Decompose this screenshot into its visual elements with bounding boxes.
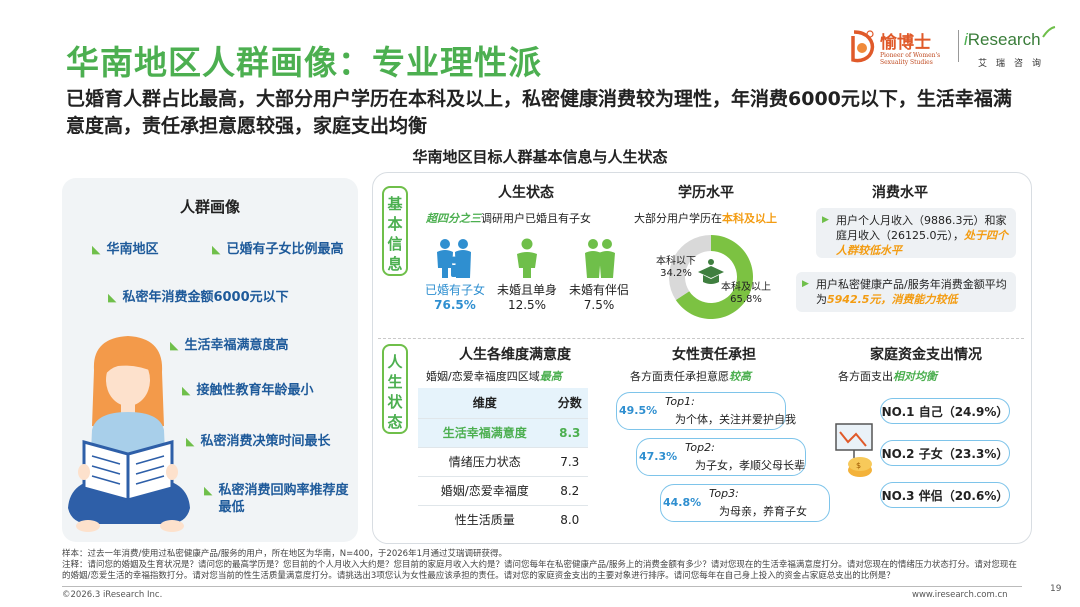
portrait-tag: ◣ 华南地区 xyxy=(92,242,159,257)
triangle-icon: ◣ xyxy=(108,291,117,304)
portrait-tag: ◣ 已婚有子女比例最高 xyxy=(212,242,344,257)
responsibility-desc: 各方面责任承担意愿较高 xyxy=(630,370,751,383)
spending-item: NO.2 子女（23.3%） xyxy=(880,440,1010,466)
couple-icon xyxy=(585,239,615,278)
table-header: 维度 xyxy=(418,388,552,418)
table-cell: 8.3 xyxy=(551,417,588,447)
life-group: 未婚且单身 12.5% xyxy=(496,283,557,312)
iresearch-name: iResearch xyxy=(964,30,1041,49)
footer-copyright: ©2026.3 iResearch Inc. xyxy=(62,590,163,600)
table-header: 分数 xyxy=(551,388,588,418)
life-status-desc: 超四分之三调研用户已婚且有子女 xyxy=(426,212,591,225)
arrow-right-icon: ▶ xyxy=(802,279,809,289)
satisfaction-desc: 婚姻/恋爱幸福度四区域最高 xyxy=(426,370,562,383)
life-group: 已婚有子女 76.5% xyxy=(424,283,485,312)
responsibility-title: 女性责任承担 xyxy=(672,347,756,363)
spending-desc: 各方面支出相对均衡 xyxy=(838,370,937,383)
basic-info-label: 基本信息 xyxy=(382,186,408,276)
yuboshi-logo-icon xyxy=(851,30,875,63)
family-icon xyxy=(437,239,471,278)
satisfaction-table: 维度 分数 生活幸福满意度 8.3 情绪压力状态 7.3 婚姻/恋爱幸福度 8.… xyxy=(418,388,588,534)
portrait-tag: ◣ 私密年消费金额6000元以下 xyxy=(108,290,289,305)
spending-title: 家庭资金支出情况 xyxy=(870,347,982,363)
consumption-title: 消费水平 xyxy=(872,185,928,201)
portrait-tag: ◣ 私密消费回购率推荐度最低 xyxy=(204,483,349,515)
table-cell: 8.2 xyxy=(551,475,588,505)
triangle-icon: ◣ xyxy=(170,339,179,352)
education-title: 学历水平 xyxy=(678,185,734,201)
education-desc: 大部分用户学历在本科及以上 xyxy=(634,212,777,225)
education-donut-chart xyxy=(669,235,753,319)
responsibility-item: 49.5% Top1: 为个体，关注并爱护自我 xyxy=(616,392,796,430)
section-divider xyxy=(378,338,1024,339)
iresearch-swoosh-icon xyxy=(1042,26,1056,38)
yuboshi-tagline: Pioneer of Women's Sexuality Studies xyxy=(880,52,941,66)
svg-text:$: $ xyxy=(856,461,861,470)
triangle-icon: ◣ xyxy=(182,384,191,397)
arrow-right-icon: ▶ xyxy=(822,215,829,225)
table-cell: 情绪压力状态 xyxy=(418,446,552,476)
footer-divider xyxy=(62,586,1022,587)
donut-slice-above xyxy=(675,235,753,319)
triangle-icon: ◣ xyxy=(212,243,221,256)
spending-item: NO.3 伴侣（20.6%） xyxy=(880,482,1010,508)
page-subtitle: 已婚育人群占比最高，大部分用户学历在本科及以上，私密健康消费较为理性，年消费60… xyxy=(66,88,1012,137)
life-status-label: 人生状态 xyxy=(382,344,408,434)
spending-item: NO.1 自己（24.9%） xyxy=(880,398,1010,424)
footer-url: www.iresearch.com.cn xyxy=(912,590,1008,600)
logo-divider xyxy=(958,30,959,62)
reading-woman-illustration xyxy=(68,336,190,532)
responsibility-item: 47.3% Top2: 为子女，孝顺父母长辈 xyxy=(636,438,806,476)
money-chart-icon: $ xyxy=(835,423,873,477)
table-row: 生活幸福满意度 8.3 xyxy=(418,417,588,447)
triangle-icon: ◣ xyxy=(186,435,195,448)
table-cell: 婚姻/恋爱幸福度 xyxy=(418,475,552,505)
triangle-icon: ◣ xyxy=(204,484,213,497)
consumption-income-box: ▶ 用户个人月收入（9886.3元）和家庭月收入（26125.0元），处于四个人… xyxy=(816,208,1016,258)
triangle-icon: ◣ xyxy=(92,243,101,256)
life-group: 未婚有伴侣 7.5% xyxy=(568,283,629,312)
education-below-label: 本科以下 34.2% xyxy=(656,256,696,279)
yuboshi-logo: 愉博士 Pioneer of Women's Sexuality Studies xyxy=(848,22,958,72)
table-cell: 7.3 xyxy=(551,446,588,476)
table-cell: 生活幸福满意度 xyxy=(418,417,552,447)
table-cell: 8.0 xyxy=(551,504,588,534)
table-cell: 性生活质量 xyxy=(418,504,552,534)
table-row: 性生活质量 8.0 xyxy=(418,504,588,534)
iresearch-cn: 艾瑞咨询 xyxy=(978,59,1051,69)
table-row: 婚姻/恋爱幸福度 8.2 xyxy=(418,475,588,505)
section-title: 华南地区目标人群基本信息与人生状态 xyxy=(412,148,668,166)
footer-note: 注释：请问您的婚姻及生育状况是？请问您的最高学历是？您目前的个人月收入大约是？您… xyxy=(62,560,1017,581)
iresearch-logo: iResearch 艾瑞咨询 xyxy=(964,24,1056,72)
single-person-icon xyxy=(517,238,537,278)
yuboshi-name: 愉博士 xyxy=(880,33,931,53)
donut-slice-below xyxy=(669,235,711,300)
table-row: 情绪压力状态 7.3 xyxy=(418,446,588,476)
table-header-row: 维度 分数 xyxy=(418,388,588,418)
satisfaction-title: 人生各维度满意度 xyxy=(459,347,571,363)
education-above-label: 本科及以上 65.8% xyxy=(721,282,771,305)
page-title: 华南地区人群画像：专业理性派 xyxy=(66,43,542,82)
portrait-title: 人群画像 xyxy=(179,198,240,216)
page-number: 19 xyxy=(1050,584,1062,594)
consumption-spending-box: ▶ 用户私密健康产品/服务年消费金额平均为5942.5元，消费能力较低 xyxy=(796,272,1016,312)
portrait-tag: ◣ 私密消费决策时间最长 xyxy=(186,434,331,449)
responsibility-item: 44.8% Top3: 为母亲，养育子女 xyxy=(660,484,830,522)
life-status-title: 人生状态 xyxy=(498,185,554,201)
portrait-tag: ◣ 接触性教育年龄最小 xyxy=(182,383,314,398)
portrait-tag: ◣ 生活幸福满意度高 xyxy=(170,338,289,353)
graduation-cap-icon xyxy=(698,259,724,284)
footer-sample: 样本：过去一年消费/使用过私密健康产品/服务的用户，所在地区为华南，N=400，… xyxy=(62,549,507,559)
